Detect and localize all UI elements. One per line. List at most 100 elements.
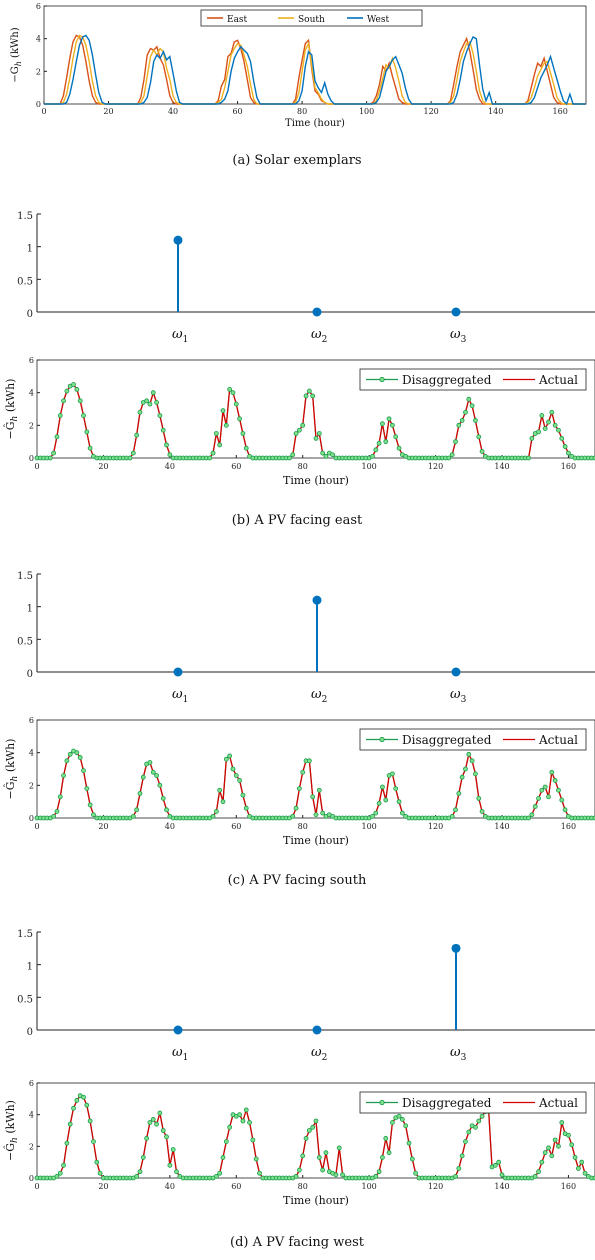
disaggregated-point — [144, 1136, 150, 1141]
disaggregated-point — [81, 768, 86, 774]
disaggregated-point — [549, 1153, 555, 1159]
plot-frame — [36, 719, 595, 819]
disaggregated-point — [406, 1140, 412, 1146]
x-tick-label: 160 — [561, 1182, 576, 1191]
disaggregated-point — [306, 758, 312, 764]
disaggregated-point — [310, 393, 316, 399]
disaggregated-point — [233, 773, 239, 778]
disaggregated-point — [306, 388, 312, 394]
x-tick-label: 140 — [494, 1182, 509, 1191]
y-tick-label: 4 — [29, 389, 34, 398]
x-axis-label: Time (hour) — [283, 1194, 349, 1207]
disaggregated-point — [61, 773, 66, 778]
disaggregated-point — [87, 802, 93, 808]
disaggregated-point — [147, 760, 153, 765]
stem-marker — [173, 1025, 183, 1035]
x-tick-label: ω2 — [311, 1045, 327, 1063]
disaggregated-point — [293, 805, 299, 811]
disaggregated-point — [74, 1098, 80, 1103]
x-tick-label: 120 — [428, 1182, 443, 1191]
x-tick-label: ω1 — [172, 327, 188, 345]
disaggregated-point — [243, 445, 249, 451]
disaggregated-point — [51, 450, 57, 456]
disaggregated-point — [223, 756, 229, 762]
disaggregated-point — [154, 400, 159, 405]
disaggregated-point — [559, 797, 565, 803]
x-tick-label: 60 — [231, 1182, 241, 1191]
caption: (d) A PV facing west — [230, 1235, 365, 1250]
y-tick-label: 2 — [36, 67, 41, 76]
disaggregated-point — [389, 422, 395, 428]
legend-box — [359, 1091, 587, 1114]
disaggregated-point — [140, 774, 146, 780]
x-axis-label: Time (hour) — [285, 118, 345, 129]
disaggregated-point — [227, 753, 233, 759]
disaggregated-point — [370, 813, 375, 819]
disaggregated-point — [127, 455, 133, 461]
disaggregated-point — [466, 1129, 472, 1135]
disaggregated-point — [150, 769, 156, 775]
x-tick-label: 100 — [362, 462, 377, 471]
disaggregated-point — [579, 1159, 585, 1165]
x-tick-label: 40 — [168, 107, 178, 116]
disaggregated-point — [220, 1155, 226, 1160]
disaggregated-point — [243, 1107, 249, 1113]
disaggregated-point — [47, 455, 53, 461]
disaggregated-point — [174, 1169, 179, 1175]
disaggregated-point — [396, 1113, 402, 1119]
disaggregated-point — [539, 413, 545, 418]
disaggregated-point — [290, 452, 296, 458]
disaggregated-point — [240, 1118, 246, 1124]
x-tick-label: 160 — [561, 822, 576, 831]
disaggregated-point — [389, 771, 395, 777]
disaggregated-point — [94, 1159, 100, 1165]
disaggregated-point — [150, 1117, 156, 1122]
disaggregated-point — [240, 792, 246, 798]
y-tick-label: 0.5 — [17, 636, 33, 647]
disaggregated-point — [243, 805, 249, 811]
disaggregated-point — [164, 1134, 169, 1140]
disaggregated-point — [84, 786, 90, 791]
disaggregated-point — [333, 1172, 339, 1178]
y-tick-label: 6 — [29, 1079, 34, 1088]
disaggregated-point — [74, 750, 80, 756]
disaggregated-point — [154, 1121, 159, 1127]
disaggregated-point — [223, 422, 229, 428]
disaggregated-point — [316, 1155, 322, 1160]
y-tick-label: 1.5 — [17, 211, 33, 222]
y-tick-label: 6 — [29, 356, 34, 365]
disaggregated-point — [476, 434, 482, 440]
x-tick-label: 0 — [34, 1182, 39, 1191]
disaggregated-point — [469, 403, 475, 409]
disaggregated-point — [160, 1128, 166, 1133]
stem-marker — [451, 943, 461, 953]
disaggregated-point — [380, 421, 385, 427]
panel-stem-east: 0 0.5 1 1.5 ω1 ω2 ω3 — [17, 211, 595, 345]
x-tick-label: 100 — [362, 1182, 377, 1191]
disaggregated-point — [380, 784, 385, 790]
x-tick-label: ω2 — [311, 687, 327, 705]
disaggregated-point — [91, 1139, 96, 1144]
legend-label: Disaggregated — [402, 733, 492, 747]
legend-box — [200, 9, 423, 27]
x-tick-label: ω3 — [450, 1045, 467, 1063]
x-tick-label: ω3 — [450, 687, 467, 705]
disaggregated-point — [303, 393, 309, 399]
disaggregated-point — [383, 797, 389, 803]
x-tick-label: 0 — [34, 462, 39, 471]
legend-label: East — [227, 15, 248, 25]
stem-marker — [451, 667, 461, 677]
disaggregated-point — [293, 1174, 299, 1179]
disaggregated-point — [157, 413, 163, 418]
panel-exemplars: 0 20 40 60 80 100 120 140 160 0 2 4 6 Time (hour) −Gh … — [10, 2, 587, 168]
disaggregated-point — [399, 810, 405, 816]
stem-marker — [312, 307, 322, 317]
disaggregated-point — [257, 1170, 262, 1176]
stem-marker — [312, 1025, 322, 1035]
disaggregated-point — [539, 787, 545, 793]
disaggregated-point — [253, 1156, 259, 1162]
y-tick-label: 0 — [36, 100, 41, 109]
disaggregated-point — [546, 1145, 551, 1151]
disaggregated-point — [81, 413, 86, 418]
disaggregated-point — [67, 751, 73, 757]
